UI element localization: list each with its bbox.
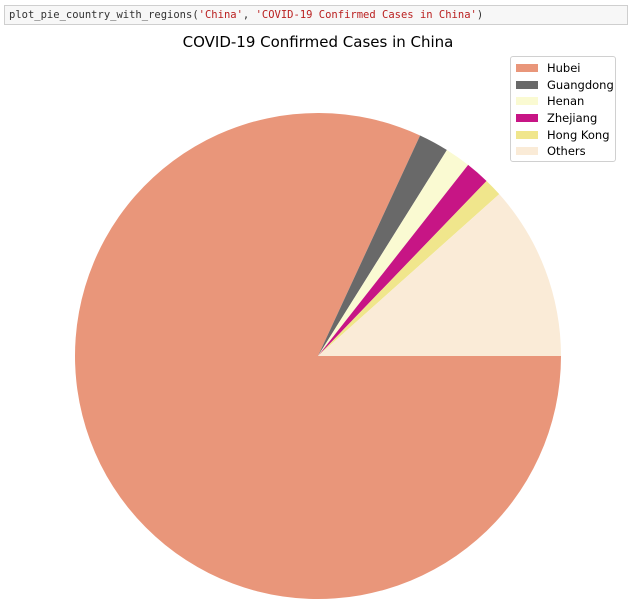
code-string-title: 'COVID-19 Confirmed Cases in China' xyxy=(255,9,477,21)
pie-slices xyxy=(74,113,562,600)
legend-label: Hong Kong xyxy=(547,127,610,142)
code-close-paren: ) xyxy=(476,9,484,21)
legend-label: Others xyxy=(547,144,586,159)
chart-legend: Hubei Guangdong Henan Zhejiang Hong Kong Othe… xyxy=(510,56,616,162)
legend-item: Guangdong xyxy=(516,77,615,94)
legend-item: Hubei xyxy=(516,60,615,77)
pie-slice-others xyxy=(318,194,561,356)
legend-label: Henan xyxy=(547,94,585,109)
legend-swatch xyxy=(516,147,538,156)
legend-item: Hong Kong xyxy=(516,126,615,143)
code-function-call: plot_pie_country_with_regions( xyxy=(9,9,199,21)
legend-item: Others xyxy=(516,143,615,160)
legend-label: Guangdong xyxy=(547,77,614,92)
legend-item: Henan xyxy=(516,93,615,110)
code-separator: , xyxy=(242,9,256,21)
legend-swatch xyxy=(516,97,538,106)
pie-slice-henan xyxy=(318,150,469,356)
pie-slice-guangdong xyxy=(318,135,447,356)
code-string-country: 'China' xyxy=(198,9,243,21)
pie-slice-hubei xyxy=(74,113,562,600)
legend-swatch xyxy=(516,130,538,139)
legend-item: Zhejiang xyxy=(516,110,615,127)
code-cell-input[interactable]: plot_pie_country_with_regions('China', '… xyxy=(4,5,628,25)
legend-swatch xyxy=(516,114,538,123)
legend-label: Zhejiang xyxy=(547,111,598,126)
pie-slice-zhejiang xyxy=(318,164,487,356)
legend-swatch xyxy=(516,64,538,73)
pie-slice-hong-kong xyxy=(318,180,500,356)
legend-label: Hubei xyxy=(547,61,581,76)
chart-title: COVID-19 Confirmed Cases in China xyxy=(182,33,454,51)
legend-swatch xyxy=(516,80,538,89)
